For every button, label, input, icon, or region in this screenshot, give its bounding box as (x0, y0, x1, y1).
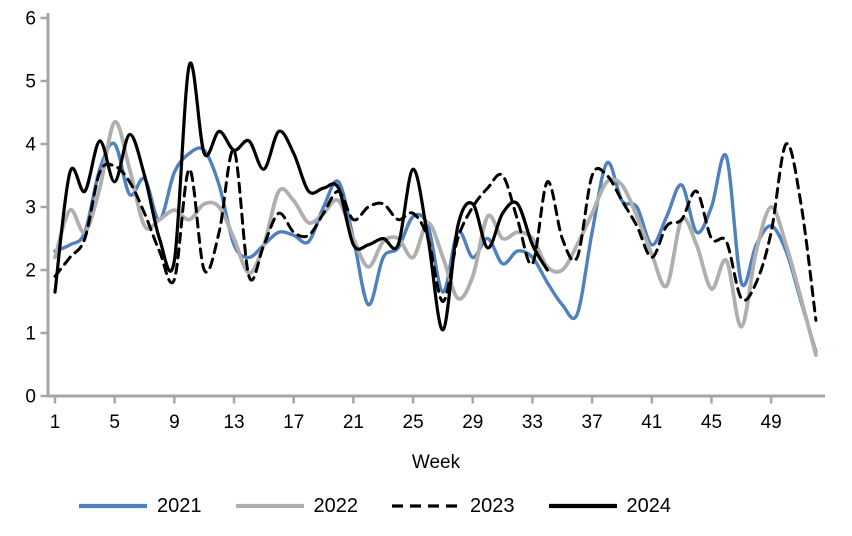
legend-item-2022: 2022 (234, 495, 359, 517)
x-tick-label: 37 (582, 412, 603, 433)
x-tick-label: 25 (403, 412, 424, 433)
x-tick-label: 21 (343, 412, 364, 433)
x-tick-label: 9 (169, 412, 180, 433)
y-tick-label: 4 (25, 135, 36, 156)
y-tick-label: 3 (25, 198, 36, 219)
series-line-2023 (53, 142, 818, 322)
legend-label-2023: 2023 (470, 495, 515, 517)
x-axis-title: Week (411, 452, 461, 473)
legend-label-2022: 2022 (313, 495, 359, 517)
x-tick-label: 33 (522, 412, 543, 433)
y-tick-label: 2 (25, 261, 36, 282)
x-tick-label: 45 (701, 412, 722, 433)
legend-label-2024: 2024 (626, 495, 672, 517)
y-tick-label: 5 (25, 72, 36, 93)
legend-line-swatch-2022 (235, 503, 304, 509)
x-tick-label: 17 (283, 412, 304, 433)
legend-item-2024: 2024 (547, 495, 672, 517)
chart-legend: 2021 2022 2023 2024 (0, 496, 800, 516)
series-line-2022 (53, 120, 818, 357)
x-tick-label: 49 (761, 412, 782, 433)
x-tick-label: 13 (223, 412, 244, 433)
legend-line-swatch-2021 (79, 503, 147, 509)
y-tick-label: 0 (25, 387, 36, 408)
legend-line-swatch-2024 (548, 503, 617, 509)
legend-label-2021: 2021 (157, 495, 202, 517)
legend-item-2023: 2023 (390, 496, 515, 516)
y-tick-label: 1 (25, 324, 36, 345)
legend-item-2021: 2021 (77, 496, 202, 516)
series-line-2024 (53, 61, 549, 332)
legend-line-swatch-2023 (392, 504, 460, 508)
series-line-2021 (53, 141, 818, 354)
x-tick-label: 1 (50, 412, 61, 433)
y-tick-label: 6 (25, 9, 36, 30)
x-tick-label: 41 (641, 412, 662, 433)
x-tick-label: 29 (462, 412, 483, 433)
x-tick-label: 5 (109, 412, 120, 433)
